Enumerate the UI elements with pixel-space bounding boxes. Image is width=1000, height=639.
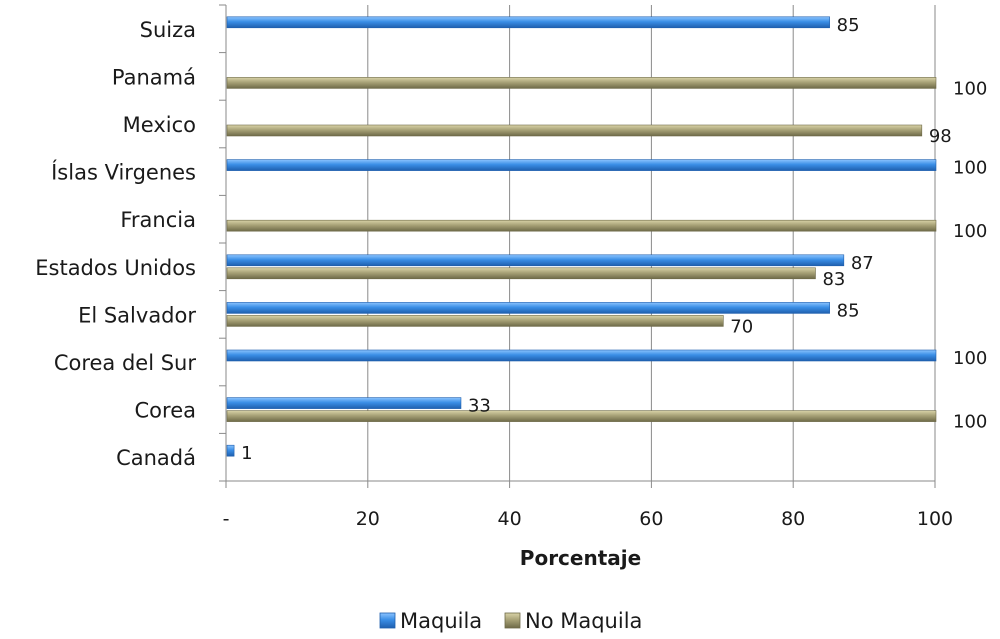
data-label: 33	[468, 396, 491, 417]
data-label: 100	[953, 412, 987, 433]
axes	[219, 4, 936, 488]
x-tick-label: 20	[356, 508, 380, 530]
data-label: 100	[953, 221, 987, 242]
x-axis-title: Porcentaje	[520, 546, 641, 570]
bar-no-maquila	[226, 219, 937, 232]
bar-maquila	[226, 254, 845, 267]
data-label: 85	[837, 300, 860, 321]
legend-swatch	[379, 612, 396, 629]
bar-no-maquila	[226, 77, 937, 89]
x-tick-label: 40	[498, 508, 522, 530]
bar-no-maquila	[226, 315, 724, 327]
data-label: 100	[953, 78, 987, 99]
bar-maquila	[226, 159, 937, 171]
category-label: Corea del Sur	[54, 351, 197, 375]
category-label: Íslas Virgenes	[51, 160, 196, 185]
category-label: Francia	[120, 208, 196, 232]
bar-maquila	[226, 349, 937, 362]
bar-maquila	[226, 397, 462, 409]
category-label: Estados Unidos	[35, 256, 196, 280]
bar-no-maquila	[226, 267, 816, 280]
data-label: 85	[837, 15, 860, 36]
data-label: 100	[953, 158, 987, 179]
legend-label: Maquila	[400, 609, 482, 633]
legend-swatch	[504, 612, 521, 629]
legend-label: No Maquila	[525, 609, 642, 633]
x-tick-label: -	[223, 508, 230, 530]
category-label: Corea	[135, 399, 196, 423]
x-tick-label: 60	[639, 508, 663, 530]
bar-no-maquila	[226, 124, 923, 137]
gridlines	[367, 5, 936, 481]
data-label: 1	[241, 443, 252, 464]
bar-no-maquila	[226, 410, 937, 422]
data-label: 100	[953, 348, 987, 369]
category-label: Canadá	[116, 446, 196, 470]
category-labels: Suiza Panamá Mexico Íslas Virgenes Francia Es…	[35, 18, 196, 470]
bar-maquila	[226, 444, 235, 457]
category-label: Panamá	[112, 65, 196, 89]
category-label: Suiza	[140, 18, 196, 42]
x-tick-labels: - 20 40 60 80 100	[223, 508, 954, 530]
legend: Maquila No Maquila	[379, 609, 642, 633]
data-label: 87	[851, 253, 874, 274]
data-label: 70	[730, 316, 753, 337]
data-label: 98	[929, 126, 952, 147]
x-tick-label: 100	[917, 508, 953, 530]
data-label: 83	[822, 269, 845, 290]
category-label: El Salvador	[78, 303, 196, 327]
bar-maquila	[226, 302, 830, 314]
bars	[226, 16, 937, 457]
category-label: Mexico	[123, 113, 196, 137]
x-tick-label: 80	[781, 508, 805, 530]
bar-maquila	[226, 16, 830, 29]
